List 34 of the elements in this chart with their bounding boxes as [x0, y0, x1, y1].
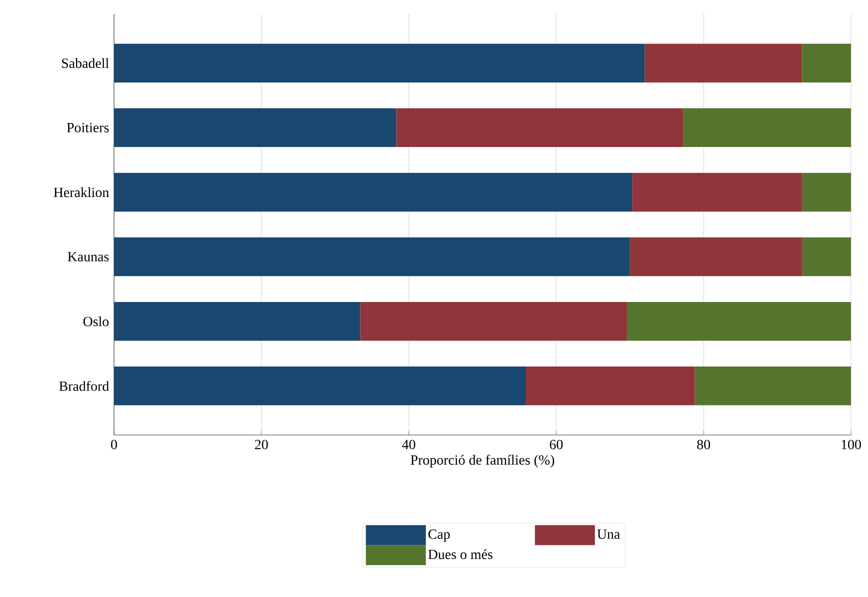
bar [802, 237, 852, 276]
y-tick-label: Bradford [59, 380, 109, 391]
bar [682, 108, 852, 148]
legend-label: Una [597, 530, 620, 539]
legend-label: Dues o més [428, 549, 492, 560]
x-tick-label: 0 [111, 440, 117, 450]
y-tick-label: Sabadell [62, 58, 109, 68]
bar [114, 108, 396, 148]
bar [802, 172, 852, 212]
bar [114, 44, 645, 82]
x-tick-label: 80 [697, 440, 710, 450]
bar [632, 172, 802, 212]
y-tick-label: Kaunas [68, 252, 109, 262]
y-tick-label: Poitiers [66, 122, 109, 132]
bar [802, 44, 852, 82]
bar [114, 302, 360, 341]
bar [694, 366, 852, 406]
y-tick-label: Oslo [83, 316, 109, 326]
bar [114, 237, 630, 276]
x-tick-label: 100 [842, 440, 861, 450]
bar [396, 108, 683, 148]
bar [526, 366, 695, 406]
bar [360, 302, 627, 341]
x-tick-label: 20 [255, 440, 268, 450]
y-tick-label: Heraklion [54, 187, 109, 198]
legend-label: Cap [428, 530, 450, 542]
bar [114, 172, 632, 212]
bar [644, 44, 802, 82]
bar [114, 366, 526, 406]
x-tick-label: 40 [402, 440, 416, 450]
bar [630, 237, 802, 276]
bar [626, 302, 852, 341]
x-axis-title: Proporció de famílies (%) [410, 454, 554, 468]
x-tick-label: 60 [550, 440, 563, 450]
